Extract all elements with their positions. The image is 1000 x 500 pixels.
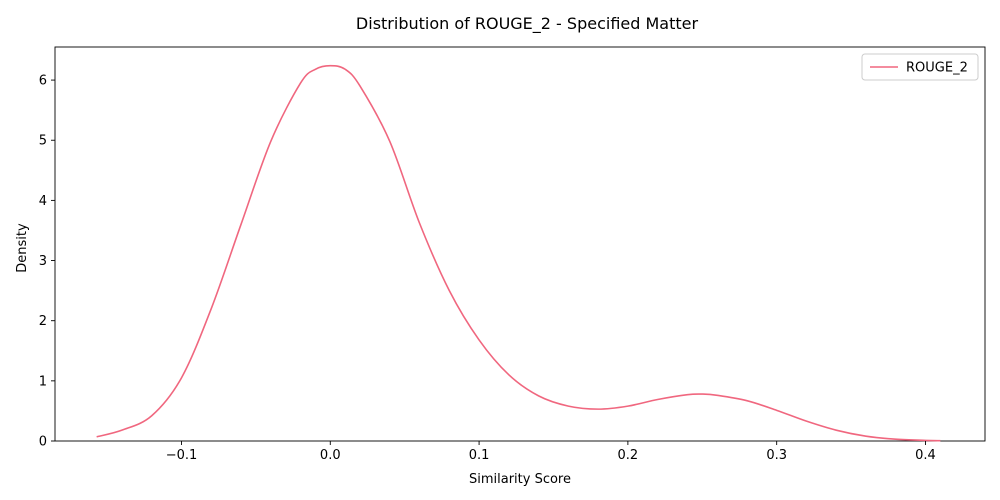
y-axis-label: Density [15, 223, 30, 273]
y-tick-label: 2 [39, 314, 47, 329]
y-tick-label: 4 [39, 194, 47, 209]
x-axis: −0.1 0.0 0.1 0.2 0.3 0.4 [166, 441, 936, 463]
y-axis: 0 1 2 3 4 5 6 [39, 74, 55, 450]
x-axis-label: Similarity Score [469, 472, 571, 487]
legend-box [861, 53, 979, 81]
y-tick-label: 1 [39, 374, 47, 389]
axes-frame [54, 46, 986, 442]
x-tick-label: 0.1 [469, 448, 490, 463]
x-tick-label: 0.2 [618, 448, 639, 463]
y-tick-label: 5 [39, 134, 47, 149]
x-tick-label: 0.4 [915, 448, 936, 463]
y-tick-label: 6 [39, 74, 47, 89]
legend-label: ROUGE_2 [906, 61, 968, 76]
y-tick-label: 3 [39, 254, 47, 269]
legend: ROUGE_2 [861, 53, 979, 81]
x-tick-label: −0.1 [166, 448, 198, 463]
chart-title: Distribution of ROUGE_2 - Specified Matt… [356, 14, 699, 34]
x-tick-label: 0.0 [320, 448, 341, 463]
series-line-rouge-2 [96, 64, 941, 442]
plot-area [54, 46, 986, 442]
y-tick-label: 0 [39, 435, 47, 450]
x-tick-label: 0.3 [766, 448, 787, 463]
